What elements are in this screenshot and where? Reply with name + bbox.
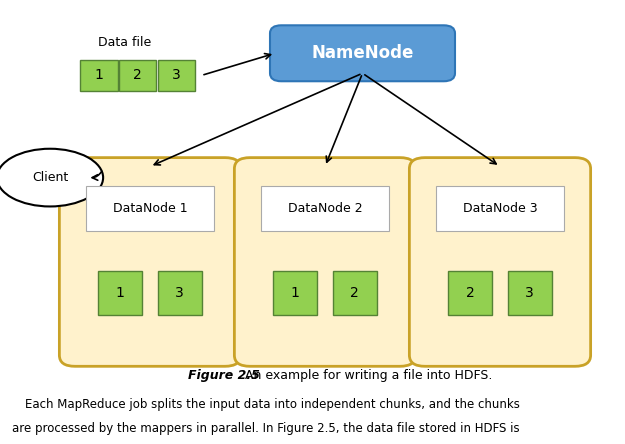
Text: 3: 3 — [525, 286, 534, 300]
Text: 3: 3 — [172, 68, 181, 83]
FancyBboxPatch shape — [449, 271, 493, 315]
FancyBboxPatch shape — [261, 186, 389, 231]
Text: DataNode 3: DataNode 3 — [462, 202, 538, 215]
Text: 2: 2 — [350, 286, 359, 300]
Text: Client: Client — [32, 171, 68, 184]
Text: are processed by the mappers in parallel. In Figure 2.5, the data file stored in: are processed by the mappers in parallel… — [12, 422, 520, 435]
Text: 1: 1 — [291, 286, 300, 300]
Text: Each MapReduce job splits the input data into independent chunks, and the chunks: Each MapReduce job splits the input data… — [25, 397, 520, 411]
FancyBboxPatch shape — [274, 271, 318, 315]
FancyBboxPatch shape — [119, 60, 156, 91]
Text: Figure 2.5: Figure 2.5 — [188, 369, 259, 382]
FancyBboxPatch shape — [409, 158, 591, 366]
FancyBboxPatch shape — [270, 25, 455, 81]
Text: 2: 2 — [133, 68, 142, 83]
FancyBboxPatch shape — [234, 158, 416, 366]
FancyBboxPatch shape — [158, 60, 195, 91]
FancyBboxPatch shape — [508, 271, 552, 315]
FancyBboxPatch shape — [86, 186, 214, 231]
FancyBboxPatch shape — [332, 271, 376, 315]
Text: 3: 3 — [175, 286, 184, 300]
Text: 1: 1 — [94, 68, 103, 83]
Ellipse shape — [0, 149, 103, 206]
Text: NameNode: NameNode — [311, 44, 414, 62]
FancyBboxPatch shape — [436, 186, 564, 231]
Text: Data file: Data file — [98, 36, 152, 49]
FancyBboxPatch shape — [59, 158, 241, 366]
FancyBboxPatch shape — [158, 271, 201, 315]
FancyBboxPatch shape — [80, 60, 118, 91]
Text: DataNode 2: DataNode 2 — [288, 202, 362, 215]
Text: An example for writing a file into HDFS.: An example for writing a file into HDFS. — [241, 369, 492, 382]
Text: 1: 1 — [116, 286, 125, 300]
Text: 2: 2 — [466, 286, 475, 300]
Text: DataNode 1: DataNode 1 — [112, 202, 188, 215]
FancyBboxPatch shape — [98, 271, 142, 315]
